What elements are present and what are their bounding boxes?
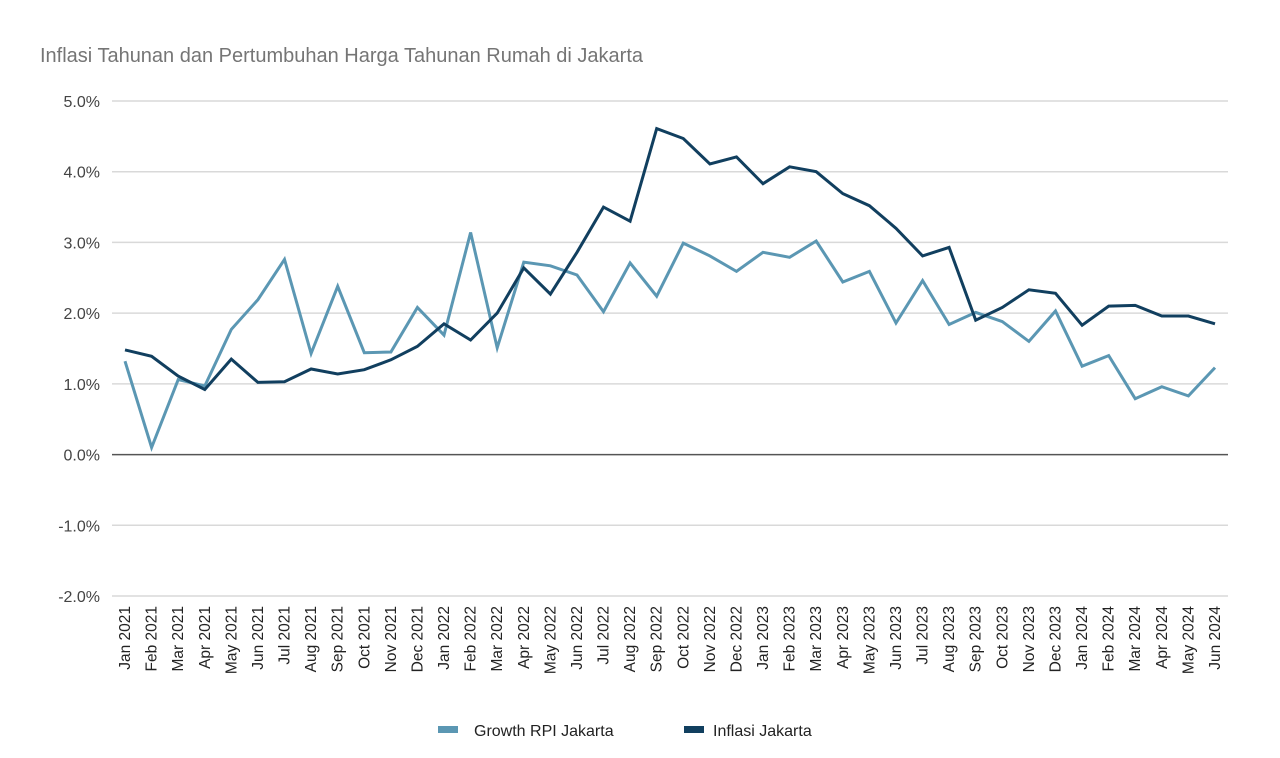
x-tick-label: Apr 2024 xyxy=(1154,606,1171,669)
chart-title: Inflasi Tahunan dan Pertumbuhan Harga Ta… xyxy=(40,45,644,67)
x-tick-label: Feb 2022 xyxy=(463,606,480,672)
y-tick-label: 3.0% xyxy=(64,235,100,252)
x-tick-label: Jan 2024 xyxy=(1074,606,1091,670)
x-tick-label: May 2022 xyxy=(542,606,559,674)
x-tick-label: Jan 2021 xyxy=(117,606,134,670)
series-line-1 xyxy=(123,232,1217,453)
x-tick-label: Aug 2023 xyxy=(941,606,958,672)
x-tick-label: Mar 2023 xyxy=(808,606,825,671)
legend: Growth RPI Jakarta Inflasi Jakarta xyxy=(438,723,812,740)
x-tick-label: Jun 2021 xyxy=(250,606,267,670)
x-tick-label: Jan 2023 xyxy=(755,606,772,670)
y-tick-label: 5.0% xyxy=(64,94,100,111)
y-tick-label: 4.0% xyxy=(64,165,100,182)
x-tick-label: Apr 2022 xyxy=(516,606,533,669)
legend-label: Growth RPI Jakarta xyxy=(474,723,614,740)
legend-label: Inflasi Jakarta xyxy=(713,723,812,740)
x-tick-label: Oct 2023 xyxy=(994,606,1011,669)
x-tick-label: Feb 2023 xyxy=(782,606,799,672)
x-tick-label: Jan 2022 xyxy=(436,606,453,670)
series-line-2 xyxy=(124,126,1216,392)
y-tick-label: 2.0% xyxy=(64,306,100,323)
y-tick-label: -1.0% xyxy=(58,518,100,535)
x-tick-label: Dec 2022 xyxy=(728,606,745,672)
x-tick-label: Aug 2022 xyxy=(622,606,639,672)
y-tick-label: -2.0% xyxy=(58,589,100,606)
x-tick-label: Feb 2021 xyxy=(144,606,161,672)
x-tick-label: Mar 2024 xyxy=(1127,606,1144,672)
x-tick-label: Oct 2021 xyxy=(356,606,373,669)
x-tick-label: Oct 2022 xyxy=(675,606,692,669)
x-tick-label: Apr 2023 xyxy=(835,606,852,669)
x-tick-label: May 2024 xyxy=(1180,606,1197,674)
x-tick-label: Mar 2021 xyxy=(170,606,187,671)
x-tick-label: Apr 2021 xyxy=(197,606,214,669)
x-tick-label: Jun 2022 xyxy=(569,606,586,670)
x-tick-label: Jun 2024 xyxy=(1207,606,1224,670)
x-tick-label: Sep 2022 xyxy=(649,606,666,672)
x-tick-label: Dec 2023 xyxy=(1047,606,1064,672)
x-tick-label: Nov 2022 xyxy=(702,606,719,672)
x-tick-label: Nov 2023 xyxy=(1021,606,1038,672)
y-tick-label: 0.0% xyxy=(64,448,100,465)
x-tick-label: Sep 2021 xyxy=(330,606,347,672)
x-tick-label: Dec 2021 xyxy=(409,606,426,672)
x-tick-label: Jul 2021 xyxy=(277,606,294,665)
x-tick-label: May 2023 xyxy=(861,606,878,674)
x-tick-label: May 2021 xyxy=(223,606,240,674)
x-tick-label: Sep 2023 xyxy=(968,606,985,672)
x-tick-label: Feb 2024 xyxy=(1101,606,1118,672)
x-tick-label: Nov 2021 xyxy=(383,606,400,672)
x-tick-label: Jun 2023 xyxy=(888,606,905,670)
series-lines xyxy=(123,126,1217,453)
legend-swatch xyxy=(438,726,458,733)
y-axis-tick-labels: 5.0% 4.0% 3.0% 2.0% 1.0% 0.0% -1.0% -2.0% xyxy=(58,94,100,606)
y-tick-label: 1.0% xyxy=(64,377,100,394)
x-tick-label: Jul 2023 xyxy=(915,606,932,665)
x-tick-label: Mar 2022 xyxy=(489,606,506,671)
x-tick-label: Aug 2021 xyxy=(303,606,320,672)
x-axis-tick-labels: Jan 2021 Feb 2021 Mar 2021 Apr 2021 May 2021… xyxy=(117,606,1224,674)
gridlines xyxy=(112,100,1228,597)
legend-swatch xyxy=(684,726,704,733)
x-tick-label: Jul 2022 xyxy=(596,606,613,665)
